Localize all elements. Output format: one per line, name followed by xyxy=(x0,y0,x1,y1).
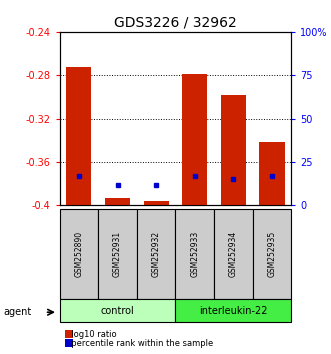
Bar xyxy=(260,142,285,205)
Bar xyxy=(182,74,207,205)
Text: GSM252931: GSM252931 xyxy=(113,231,122,277)
Bar xyxy=(221,95,246,205)
Bar xyxy=(253,209,291,299)
Text: GSM252932: GSM252932 xyxy=(152,231,161,277)
Bar xyxy=(214,209,253,299)
Text: percentile rank within the sample: percentile rank within the sample xyxy=(66,339,213,348)
Bar xyxy=(60,209,98,299)
Text: GSM252934: GSM252934 xyxy=(229,231,238,277)
Text: control: control xyxy=(101,306,134,316)
Bar xyxy=(175,209,214,299)
Text: interleukin-22: interleukin-22 xyxy=(199,306,267,316)
Bar xyxy=(60,299,175,322)
Text: GSM252933: GSM252933 xyxy=(190,231,199,277)
Text: log10 ratio: log10 ratio xyxy=(66,330,117,339)
Bar xyxy=(105,198,130,205)
Bar xyxy=(66,67,91,205)
Text: GSM252890: GSM252890 xyxy=(74,231,83,277)
Text: agent: agent xyxy=(3,307,31,317)
Text: GSM252935: GSM252935 xyxy=(267,231,276,277)
Bar xyxy=(144,201,169,205)
Bar xyxy=(137,209,175,299)
Title: GDS3226 / 32962: GDS3226 / 32962 xyxy=(114,15,237,29)
Bar xyxy=(175,299,291,322)
Bar xyxy=(98,209,137,299)
